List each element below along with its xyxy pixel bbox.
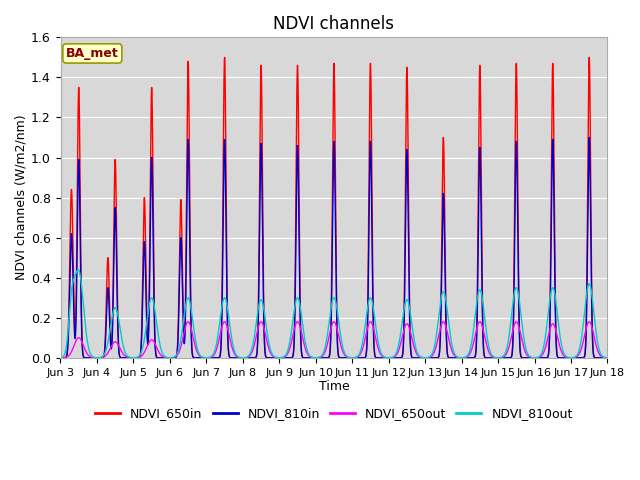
NDVI_650in	[57, 355, 65, 360]
NDVI_810out	[604, 355, 611, 360]
Line: NDVI_810in: NDVI_810in	[61, 137, 607, 358]
NDVI_810in	[586, 134, 593, 140]
NDVI_810out	[74, 267, 82, 273]
NDVI_810out	[74, 266, 82, 272]
NDVI_650out	[604, 355, 611, 360]
Line: NDVI_650out: NDVI_650out	[61, 322, 607, 358]
NDVI_650out	[177, 345, 184, 351]
Line: NDVI_810out: NDVI_810out	[61, 269, 607, 358]
NDVI_650out	[531, 355, 538, 360]
Legend: NDVI_650in, NDVI_810in, NDVI_650out, NDVI_810out: NDVI_650in, NDVI_810in, NDVI_650out, NDV…	[90, 403, 578, 425]
NDVI_810out	[57, 355, 65, 360]
NDVI_810in	[74, 186, 82, 192]
NDVI_810in	[604, 355, 611, 360]
NDVI_810out	[116, 326, 124, 332]
NDVI_810out	[188, 311, 196, 316]
Text: BA_met: BA_met	[66, 47, 118, 60]
NDVI_650out	[57, 355, 65, 360]
NDVI_810in	[177, 239, 184, 244]
NDVI_810out	[346, 355, 354, 360]
NDVI_650in	[116, 354, 124, 360]
NDVI_810in	[57, 355, 65, 360]
NDVI_810in	[116, 354, 124, 360]
NDVI_810out	[531, 355, 538, 360]
Title: NDVI channels: NDVI channels	[273, 15, 394, 33]
NDVI_650in	[188, 343, 196, 348]
NDVI_650in	[74, 124, 82, 130]
NDVI_650out	[188, 328, 196, 334]
NDVI_650out	[74, 335, 82, 341]
NDVI_650out	[586, 319, 593, 324]
NDVI_650out	[346, 355, 354, 360]
NDVI_650in	[531, 355, 538, 360]
NDVI_810in	[188, 346, 196, 352]
NDVI_650in	[346, 355, 354, 360]
Y-axis label: NDVI channels (W/m2/nm): NDVI channels (W/m2/nm)	[15, 115, 28, 280]
NDVI_810in	[531, 355, 538, 360]
NDVI_810out	[177, 338, 184, 344]
Line: NDVI_650in: NDVI_650in	[61, 58, 607, 358]
NDVI_810in	[346, 355, 354, 360]
X-axis label: Time: Time	[319, 380, 349, 393]
NDVI_650out	[116, 346, 124, 351]
NDVI_650in	[586, 55, 593, 60]
NDVI_650in	[177, 202, 184, 207]
NDVI_650in	[604, 355, 611, 360]
